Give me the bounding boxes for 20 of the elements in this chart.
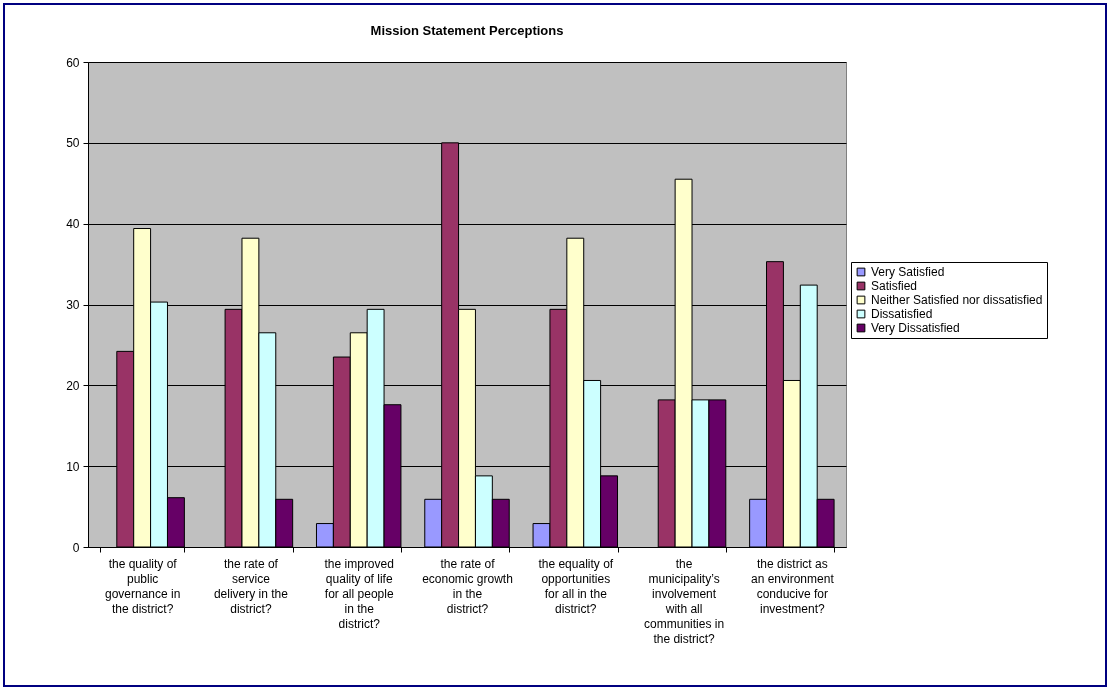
y-tick-label: 60 <box>66 55 80 70</box>
legend-label: Dissatisfied <box>871 307 933 321</box>
legend-label: Satisfied <box>871 279 918 293</box>
x-tick-label: the municipality’s involvement with all communities in the district? <box>644 556 725 646</box>
y-tick-label: 40 <box>66 217 80 232</box>
y-tick-label: 50 <box>66 136 80 151</box>
y-tick-label: 10 <box>66 459 80 474</box>
y-tick-label: 20 <box>66 378 80 393</box>
x-tick-label: the district as an environment conducive for investment? <box>751 556 835 616</box>
x-tick-label: the rate of service delivery in the district? <box>213 556 289 616</box>
x-tick-label: the quality of public governance in the district? <box>104 556 181 616</box>
legend-label: Very Dissatisfied <box>871 321 960 335</box>
y-tick-label: 0 <box>72 540 80 555</box>
x-tick-label: the improved quality of life for all people in the district? <box>324 556 394 631</box>
legend-label: Neither Satisfied nor dissatisfied <box>871 293 1043 307</box>
y-tick-label: 30 <box>66 298 80 312</box>
chart-title: Mission Statement Perceptions <box>370 23 564 38</box>
legend-label: Very Satisfied <box>871 265 945 279</box>
x-tick-label: the rate of economic growth in the district? <box>422 556 513 616</box>
x-tick-label: the equality of opportunities for all in the district? <box>538 556 614 616</box>
